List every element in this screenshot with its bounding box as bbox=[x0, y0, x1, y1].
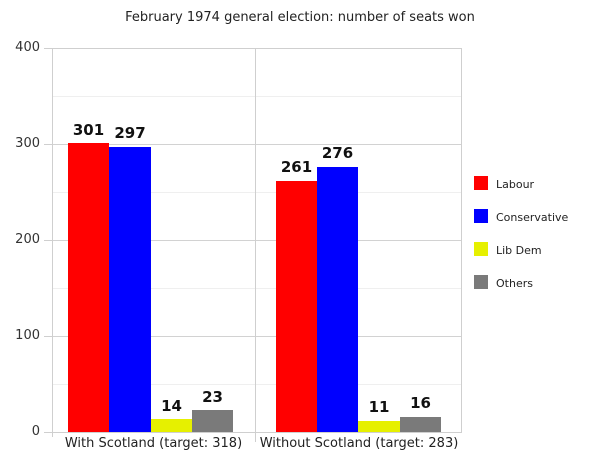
y-axis bbox=[52, 48, 53, 437]
x-category-label: Without Scotland (target: 283) bbox=[259, 436, 459, 451]
bar-conservative-without-scotland bbox=[317, 167, 358, 432]
x-axis bbox=[52, 432, 462, 433]
bar-others-without-scotland bbox=[400, 417, 441, 432]
y-tick-label: 100 bbox=[15, 328, 40, 343]
bar-conservative-with-scotland bbox=[109, 147, 151, 432]
legend-label: Lib Dem bbox=[496, 244, 542, 257]
bar-others-with-scotland bbox=[192, 410, 233, 432]
gridline-minor-250 bbox=[52, 192, 462, 193]
gridline-100 bbox=[52, 336, 462, 337]
y-tick bbox=[44, 48, 52, 49]
legend-label: Conservative bbox=[496, 211, 569, 224]
gridline-200 bbox=[52, 240, 462, 241]
y-tick-label: 0 bbox=[31, 424, 40, 439]
y-tick-label: 200 bbox=[15, 232, 40, 247]
gridline-minor-150 bbox=[52, 288, 462, 289]
value-label: 297 bbox=[114, 124, 146, 142]
value-label: 14 bbox=[161, 397, 182, 415]
y-tick-label: 300 bbox=[15, 136, 40, 151]
category-divider bbox=[255, 48, 256, 442]
legend-swatch bbox=[474, 209, 488, 223]
value-label: 261 bbox=[280, 158, 313, 176]
y-tick-label: 400 bbox=[15, 40, 40, 55]
bar-labour-with-scotland bbox=[68, 143, 109, 432]
bar-labour-without-scotland bbox=[276, 181, 317, 432]
value-label: 16 bbox=[410, 394, 431, 412]
legend-label: Labour bbox=[496, 178, 535, 191]
plot-area bbox=[52, 48, 462, 432]
y-tick bbox=[44, 144, 52, 145]
chart-title: February 1974 general election: number o… bbox=[125, 10, 475, 25]
bar-libdem-with-scotland bbox=[151, 419, 192, 432]
value-label: 301 bbox=[72, 121, 105, 139]
gridline-minor-50 bbox=[52, 384, 462, 385]
y-tick bbox=[44, 432, 52, 433]
legend-swatch bbox=[474, 275, 488, 289]
gridline-300 bbox=[52, 144, 462, 145]
bar-libdem-without-scotland bbox=[358, 421, 400, 432]
value-label: 276 bbox=[321, 144, 354, 162]
x-category-label: With Scotland (target: 318) bbox=[64, 436, 243, 451]
legend-swatch bbox=[474, 176, 488, 190]
value-label: 23 bbox=[202, 388, 223, 406]
legend-swatch bbox=[474, 242, 488, 256]
legend-label: Others bbox=[496, 277, 533, 290]
y-tick bbox=[44, 336, 52, 337]
y-tick bbox=[44, 240, 52, 241]
gridline-minor-350 bbox=[52, 96, 462, 97]
value-label: 11 bbox=[368, 398, 390, 416]
